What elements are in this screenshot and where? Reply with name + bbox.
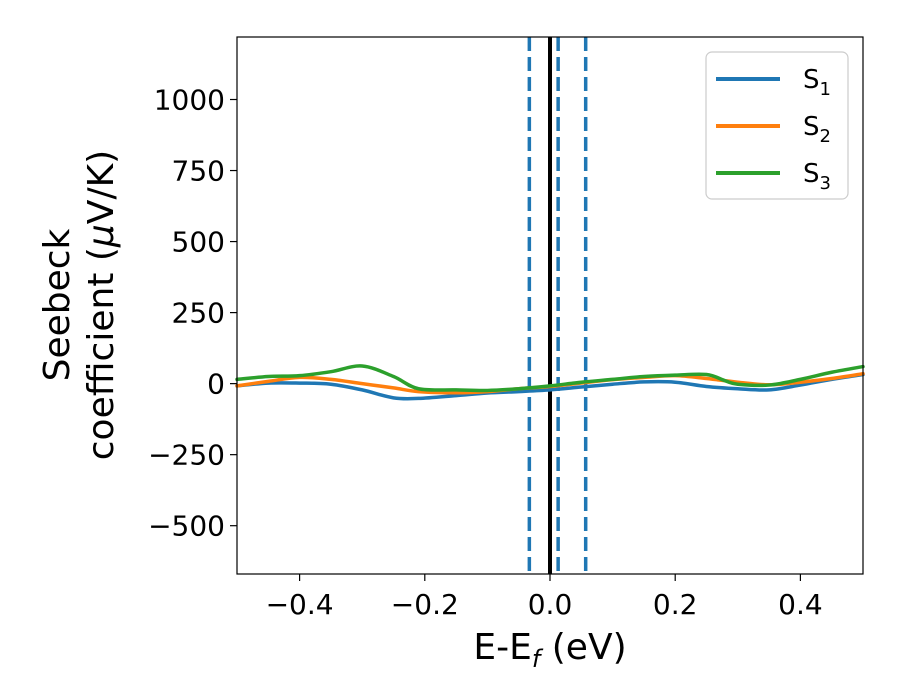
x-tick-label: 0.4 [778,588,823,621]
y-axis-label: Seebeck coefficient (μV/K) [37,150,122,460]
y-tick-label: 250 [172,297,225,330]
x-tick-label: −0.4 [266,588,334,621]
y-tick-label: 500 [172,226,225,259]
y-tick-label: 0 [207,368,225,401]
y-tick-label: 750 [172,155,225,188]
x-tick-label: 0.0 [528,588,573,621]
y-axis-label-line2: coefficient (μV/K) [81,150,122,460]
y-axis-ticks: −500 −250 0 250 500 750 1000 [148,84,237,543]
vertical-lines [529,37,585,574]
x-tick-label: −0.2 [391,588,459,621]
y-tick-label: 1000 [154,84,225,117]
y-tick-label: −500 [148,510,225,543]
x-axis-ticks: −0.4 −0.2 0.0 0.2 0.4 [266,574,823,621]
y-tick-label: −250 [148,439,225,472]
x-axis-label: E-Ef (eV) [473,627,626,673]
x-tick-label: 0.2 [653,588,698,621]
y-axis-label-line1: Seebeck [37,228,78,381]
